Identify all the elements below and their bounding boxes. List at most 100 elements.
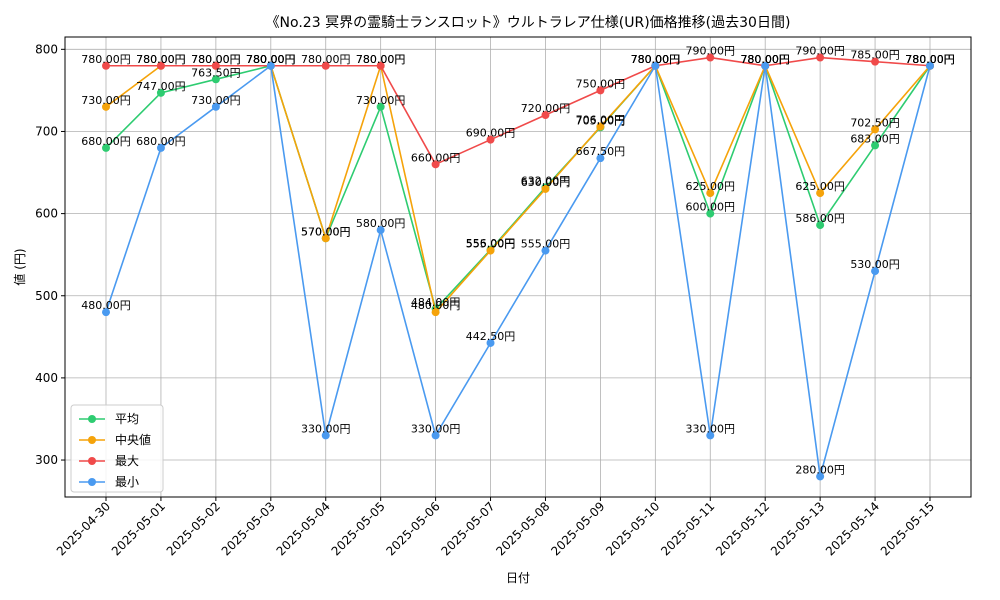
data-label: 780.00円 xyxy=(905,53,955,66)
data-point xyxy=(596,154,605,163)
labels-layer: 680.00円747.00円763.50円780.00円570.00円730.0… xyxy=(81,45,955,477)
data-point xyxy=(816,221,825,230)
data-point xyxy=(156,61,165,70)
data-label: 330.00円 xyxy=(686,422,736,435)
data-label: 780.00円 xyxy=(191,53,241,66)
data-label: 780.00円 xyxy=(905,53,955,66)
data-label: 530.00円 xyxy=(850,258,900,271)
data-label: 680.00円 xyxy=(81,135,131,148)
x-tick-label: 2025-05-02 xyxy=(164,499,223,558)
data-point xyxy=(211,102,220,111)
data-point xyxy=(541,111,550,120)
legend-marker xyxy=(88,415,96,423)
data-point xyxy=(431,160,440,169)
data-label: 780.00円 xyxy=(905,53,955,66)
data-point xyxy=(376,226,385,235)
data-point xyxy=(102,143,110,152)
data-point xyxy=(651,61,660,70)
data-point xyxy=(156,88,165,97)
data-label: 280.00円 xyxy=(795,463,845,476)
data-label: 683.00円 xyxy=(850,132,900,145)
legend-label: 中央値 xyxy=(115,432,151,447)
ticks-layer: 3004005006007008002025-04-302025-05-0120… xyxy=(35,42,937,558)
data-label: 780.00円 xyxy=(356,53,406,66)
data-label: 555.00円 xyxy=(521,238,571,251)
x-tick-label: 2025-05-05 xyxy=(329,499,388,558)
chart-title: 《No.23 冥界の霊騎士ランスロット》ウルトラレア仕様(UR)価格推移(過去3… xyxy=(266,15,791,31)
x-tick-label: 2025-05-01 xyxy=(109,499,168,558)
data-label: 570.00円 xyxy=(301,225,351,238)
data-label: 625.00円 xyxy=(795,180,845,193)
data-label: 790.00円 xyxy=(795,45,845,58)
data-label: 780.00円 xyxy=(136,53,186,66)
data-point xyxy=(156,143,165,152)
data-point xyxy=(321,234,330,243)
legend-marker xyxy=(88,457,96,465)
data-point xyxy=(871,267,880,276)
data-point xyxy=(376,61,385,70)
data-label: 586.00円 xyxy=(795,212,845,225)
data-point xyxy=(706,209,715,218)
series-line-2 xyxy=(106,56,931,166)
y-axis-title: 値 (円) xyxy=(12,248,27,285)
data-label: 780.00円 xyxy=(246,53,296,66)
data-label: 730.00円 xyxy=(191,94,241,107)
data-label: 580.00円 xyxy=(356,217,406,230)
data-label: 780.00円 xyxy=(246,53,296,66)
data-label: 780.00円 xyxy=(631,53,681,66)
data-label: 667.50円 xyxy=(576,145,626,158)
x-axis-title: 日付 xyxy=(506,571,530,585)
x-tick-label: 2025-05-12 xyxy=(713,499,772,558)
data-label: 785.00円 xyxy=(850,49,900,62)
data-point xyxy=(816,472,825,481)
legend-marker xyxy=(88,478,96,486)
data-label: 632.00円 xyxy=(521,174,571,187)
legend-marker xyxy=(88,436,96,444)
y-tick-label: 600 xyxy=(35,207,58,221)
data-label: 555.00円 xyxy=(466,238,516,251)
data-point xyxy=(211,75,220,84)
y-tick-label: 500 xyxy=(35,289,58,303)
data-label: 330.00円 xyxy=(301,422,351,435)
legend-label: 最大 xyxy=(115,454,139,468)
data-point xyxy=(816,189,825,198)
data-point xyxy=(486,338,495,347)
data-point xyxy=(321,61,330,70)
data-point xyxy=(871,57,880,66)
series-layer xyxy=(102,53,934,481)
data-point xyxy=(541,184,550,193)
data-point xyxy=(211,61,220,70)
data-label: 442.50円 xyxy=(466,330,516,343)
legend-label: 平均 xyxy=(115,412,139,426)
data-label: 570.00円 xyxy=(301,225,351,238)
data-label: 480.00円 xyxy=(81,299,131,312)
data-label: 730.00円 xyxy=(356,94,406,107)
data-label: 780.00円 xyxy=(631,53,681,66)
data-label: 780.00円 xyxy=(740,53,790,66)
x-tick-label: 2025-05-14 xyxy=(823,499,882,558)
data-label: 556.00円 xyxy=(466,237,516,250)
data-label: 705.00円 xyxy=(576,114,626,127)
y-tick-label: 700 xyxy=(35,124,58,138)
data-point xyxy=(431,308,440,317)
y-tick-label: 300 xyxy=(35,453,58,467)
data-label: 790.00円 xyxy=(686,45,736,58)
grid-layer xyxy=(65,37,971,497)
data-point xyxy=(102,102,110,111)
x-tick-label: 2025-05-06 xyxy=(384,499,443,558)
data-point xyxy=(541,246,550,255)
data-point xyxy=(266,61,275,70)
data-label: 720.00円 xyxy=(521,102,571,115)
data-label: 780.00円 xyxy=(740,53,790,66)
data-point xyxy=(926,61,934,70)
data-label: 480.00円 xyxy=(411,299,461,312)
x-tick-label: 2025-05-13 xyxy=(768,499,827,558)
data-label: 780.00円 xyxy=(905,53,955,66)
data-point xyxy=(871,141,880,150)
data-point xyxy=(102,308,110,317)
y-tick-label: 400 xyxy=(35,371,58,385)
data-label: 625.00円 xyxy=(686,180,736,193)
